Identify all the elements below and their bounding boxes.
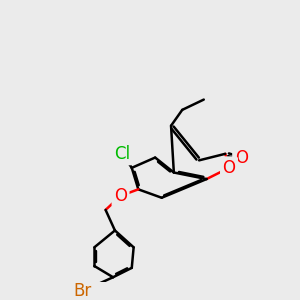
Text: O: O (114, 187, 127, 205)
Text: O: O (235, 149, 248, 167)
Text: Br: Br (73, 282, 91, 300)
Text: O: O (223, 159, 236, 177)
Text: Cl: Cl (114, 145, 130, 163)
